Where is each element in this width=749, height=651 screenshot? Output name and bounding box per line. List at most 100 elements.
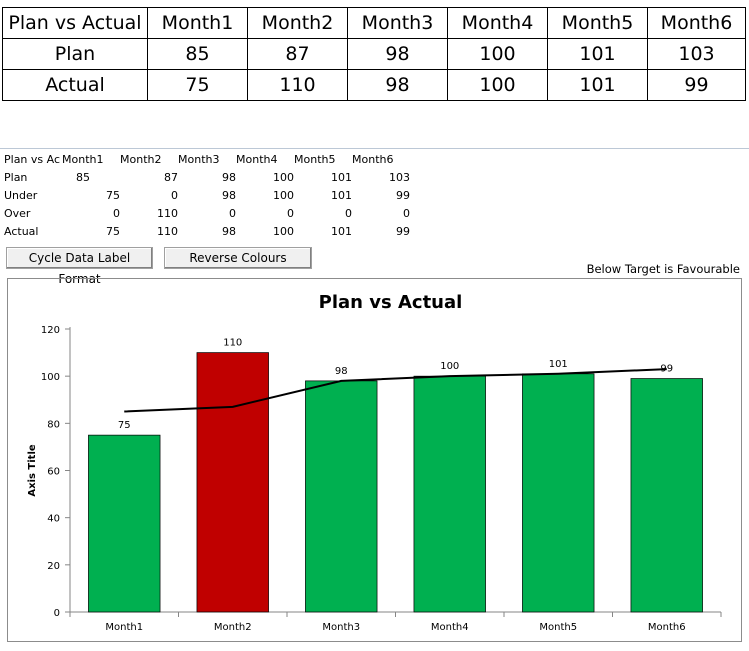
summary-cell: 75	[147, 69, 248, 101]
sheet-cell[interactable]: 103	[389, 170, 410, 184]
summary-cell: 87	[247, 38, 348, 70]
x-tick-label: Month3	[322, 622, 360, 633]
summary-cell: 99	[647, 69, 746, 101]
summary-header-cell: Month1	[147, 7, 248, 39]
bar-month6	[630, 378, 703, 613]
summary-row-plan: Plan 85 87 98 100 101 103	[2, 38, 746, 70]
bar-month1	[88, 434, 161, 613]
sheet-row-under: Under 75 0 98 100 101 99	[4, 186, 410, 204]
sheet-cell[interactable]: 101	[331, 170, 352, 184]
chart-area[interactable]: Plan vs Actual Axis Title 0 20 40 60 80 100 120 M…	[7, 278, 742, 642]
summary-cell: 85	[147, 38, 248, 70]
sheet-cell[interactable]: 100	[273, 224, 294, 238]
summary-header-cell: Month6	[647, 7, 746, 39]
y-tick-label: 80	[47, 419, 60, 430]
chart-svg: Plan vs Actual Axis Title 0 20 40 60 80 100 120 M…	[27, 292, 722, 633]
summary-table: Plan vs Actual Month1 Month2 Month3 Mont…	[2, 7, 746, 101]
data-label: 75	[118, 420, 131, 431]
sheet-cell[interactable]: 98	[222, 170, 236, 184]
sheet-cell[interactable]: Actual	[4, 224, 39, 238]
y-axis-title: Axis Title	[27, 444, 38, 497]
sheet-cell[interactable]: Month1	[62, 152, 104, 166]
summary-cell: 100	[447, 69, 548, 101]
sheet-cell[interactable]: 75	[106, 188, 120, 202]
y-tick-label: 40	[47, 514, 60, 525]
sheet-cell[interactable]: 99	[396, 224, 410, 238]
data-label: 110	[223, 338, 242, 349]
sheet-cell[interactable]: 75	[106, 224, 120, 238]
data-label: 99	[660, 364, 673, 375]
y-tick-label: 20	[47, 561, 60, 572]
y-tick-label: 60	[47, 467, 60, 478]
sheet-cell[interactable]: 0	[229, 206, 236, 220]
sheet-cell[interactable]: 0	[403, 206, 410, 220]
summary-header-cell: Month4	[447, 7, 548, 39]
summary-header-cell: Month5	[547, 7, 648, 39]
bar-month2	[196, 352, 269, 613]
summary-cell: 110	[247, 69, 348, 101]
plan-line	[124, 368, 667, 413]
sheet-cell[interactable]: 87	[164, 170, 178, 184]
data-label: 101	[549, 359, 568, 370]
sheet-cell[interactable]: 85	[76, 170, 90, 184]
summary-cell: 100	[447, 38, 548, 70]
bar-month5	[522, 373, 595, 613]
summary-cell: 103	[647, 38, 746, 70]
x-tick-label: Month5	[539, 622, 577, 633]
sheet-cell[interactable]: Month6	[352, 152, 394, 166]
sheet-cell[interactable]: 0	[287, 206, 294, 220]
summary-header-cell: Plan vs Actual	[2, 7, 148, 39]
sheet-cell[interactable]: Plan	[4, 170, 28, 184]
y-tick-label: 100	[41, 372, 60, 383]
sheet-cell[interactable]: 0	[113, 206, 120, 220]
x-tick-label: Month2	[214, 622, 252, 633]
sheet-cell[interactable]: Plan vs Ac	[4, 152, 61, 166]
sheet-divider	[0, 148, 749, 149]
sheet-header-row: Plan vs Ac Month1 Month2 Month3 Month4 M…	[4, 150, 410, 168]
summary-cell: 98	[347, 69, 448, 101]
x-tick-label: Month6	[648, 622, 686, 633]
sheet-cell[interactable]: Month4	[236, 152, 278, 166]
bar-month3	[305, 380, 378, 613]
sheet-cell[interactable]: Under	[4, 188, 38, 202]
sheet-cell[interactable]: Month3	[178, 152, 220, 166]
sheet-cell[interactable]: 110	[157, 224, 178, 238]
sheet-cell[interactable]: 101	[331, 188, 352, 202]
summary-cell: 101	[547, 69, 648, 101]
summary-cell: 98	[347, 38, 448, 70]
sheet-cell[interactable]: Month2	[120, 152, 162, 166]
sheet-cell[interactable]: 101	[331, 224, 352, 238]
x-tick-label: Month4	[431, 622, 469, 633]
x-tick-label: Month1	[105, 622, 143, 633]
summary-row-actual: Actual 75 110 98 100 101 99	[2, 69, 746, 101]
reverse-colours-button[interactable]: Reverse Colours	[164, 247, 312, 269]
data-label: 98	[335, 366, 348, 377]
summary-cell: 101	[547, 38, 648, 70]
sheet-cell[interactable]: Over	[4, 206, 31, 220]
summary-header-cell: Month2	[247, 7, 348, 39]
y-tick-label: 120	[41, 325, 60, 336]
sheet-cell[interactable]: 110	[157, 206, 178, 220]
sheet-row-over: Over 0 110 0 0 0 0	[4, 204, 410, 222]
sheet-cell[interactable]: 98	[222, 188, 236, 202]
sheet-cell[interactable]: 100	[273, 188, 294, 202]
summary-cell: Actual	[2, 69, 148, 101]
favourable-note: Below Target is Favourable	[586, 262, 740, 276]
sheet-cell[interactable]: 100	[273, 170, 294, 184]
worksheet-table: Plan vs Ac Month1 Month2 Month3 Month4 M…	[4, 150, 410, 240]
sheet-cell[interactable]: 0	[345, 206, 352, 220]
summary-cell: Plan	[2, 38, 148, 70]
sheet-cell[interactable]: 98	[222, 224, 236, 238]
sheet-cell[interactable]: Month5	[294, 152, 336, 166]
summary-header-cell: Month3	[347, 7, 448, 39]
bar-month4	[413, 375, 486, 613]
sheet-row-plan: Plan 85 87 98 100 101 103	[4, 168, 410, 186]
sheet-cell[interactable]: 0	[171, 188, 178, 202]
data-label: 100	[440, 361, 459, 372]
sheet-row-actual: Actual 75 110 98 100 101 99	[4, 222, 410, 240]
cycle-data-label-format-button[interactable]: Cycle Data Label Format	[6, 247, 153, 286]
sheet-cell[interactable]: 99	[396, 188, 410, 202]
summary-header-row: Plan vs Actual Month1 Month2 Month3 Mont…	[2, 7, 746, 39]
chart-title: Plan vs Actual	[319, 292, 463, 313]
y-tick-label: 0	[54, 608, 60, 619]
